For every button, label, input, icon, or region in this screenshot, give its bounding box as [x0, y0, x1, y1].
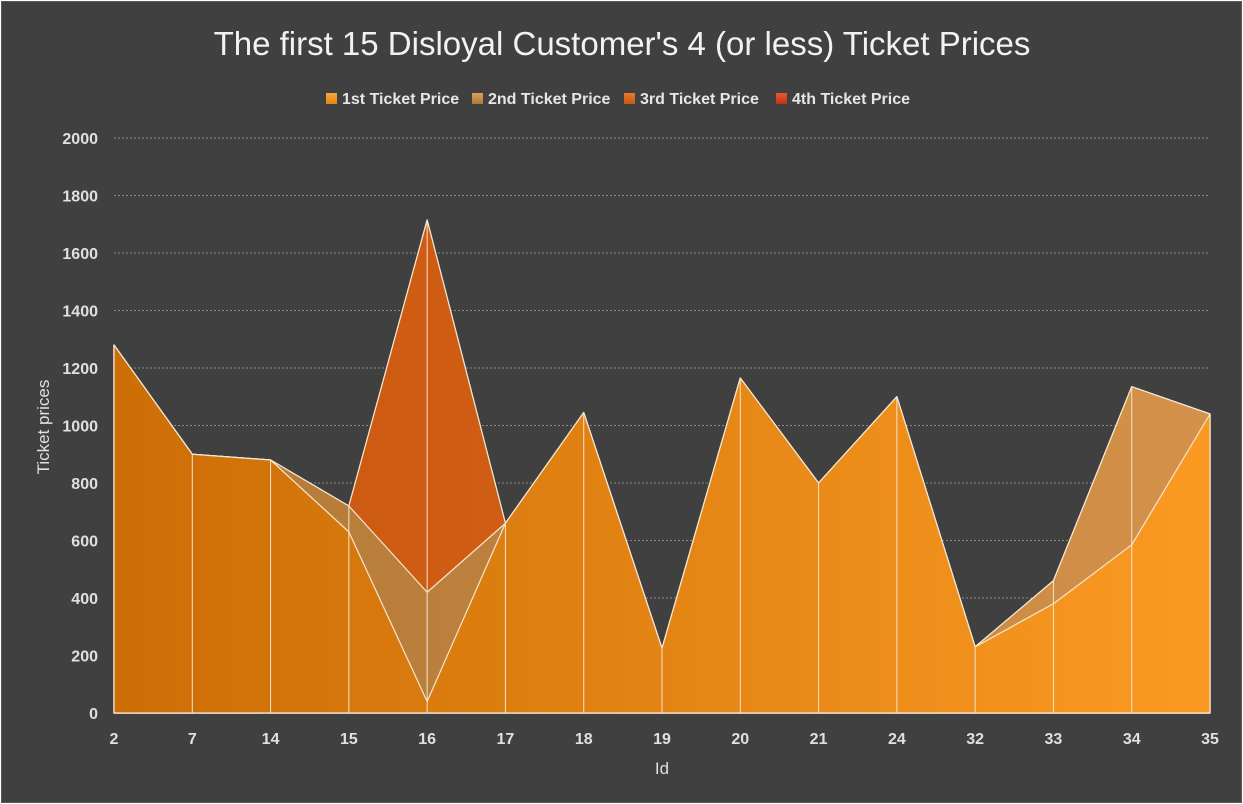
gridlines [114, 137, 1210, 714]
y-tick-label: 1600 [62, 246, 98, 263]
y-tick-label: 2000 [62, 131, 98, 148]
y-axis-label: Ticket prices [34, 380, 53, 475]
x-tick-label: 16 [418, 731, 436, 748]
x-tick-label: 24 [888, 731, 906, 748]
x-tick-label: 15 [340, 731, 358, 748]
legend: 1st Ticket Price 2nd Ticket Price 3rd Tick… [326, 91, 910, 108]
y-tick-label: 200 [71, 649, 98, 666]
x-tick-label: 17 [497, 731, 515, 748]
y-tick-label: 1200 [62, 361, 98, 378]
legend-item: 4th Ticket Price [776, 91, 910, 108]
y-axis-ticks: 0 200 400 600 800 1000 1200 1400 1600 1800 2000 [62, 131, 98, 723]
area-series [113, 219, 1211, 714]
legend-label: 3rd Ticket Price [640, 91, 759, 108]
legend-item: 2nd Ticket Price [472, 91, 611, 108]
x-tick-label: 32 [966, 731, 984, 748]
y-tick-label: 1000 [62, 419, 98, 436]
legend-label: 4th Ticket Price [792, 91, 910, 108]
x-tick-label: 19 [653, 731, 671, 748]
x-tick-label: 2 [110, 731, 119, 748]
legend-swatch [472, 93, 483, 104]
x-tick-label: 34 [1123, 731, 1141, 748]
legend-item: 1st Ticket Price [326, 91, 459, 108]
x-tick-label: 35 [1201, 731, 1219, 748]
y-tick-label: 1800 [62, 189, 98, 206]
legend-swatch [624, 93, 635, 104]
x-tick-label: 20 [731, 731, 749, 748]
y-tick-label: 800 [71, 476, 98, 493]
x-axis-label: Id [655, 759, 669, 778]
x-tick-label: 21 [810, 731, 828, 748]
legend-swatch [326, 93, 337, 104]
chart-title: The first 15 Disloyal Customer's 4 (or l… [214, 25, 1031, 62]
legend-item: 3rd Ticket Price [624, 91, 759, 108]
x-axis-ticks: 2 7 14 15 16 17 18 19 20 21 24 32 33 34 35 [110, 731, 1219, 748]
legend-swatch [776, 93, 787, 104]
legend-label: 2nd Ticket Price [488, 91, 611, 108]
y-tick-label: 600 [71, 534, 98, 551]
y-tick-label: 0 [89, 706, 98, 723]
category-lines [113, 219, 1211, 713]
y-tick-label: 400 [71, 591, 98, 608]
x-tick-label: 18 [575, 731, 593, 748]
area-1-series [113, 344, 1211, 714]
legend-label: 1st Ticket Price [342, 91, 459, 108]
x-tick-label: 7 [188, 731, 197, 748]
y-tick-label: 1400 [62, 304, 98, 321]
x-tick-label: 14 [262, 731, 280, 748]
x-tick-label: 33 [1045, 731, 1063, 748]
